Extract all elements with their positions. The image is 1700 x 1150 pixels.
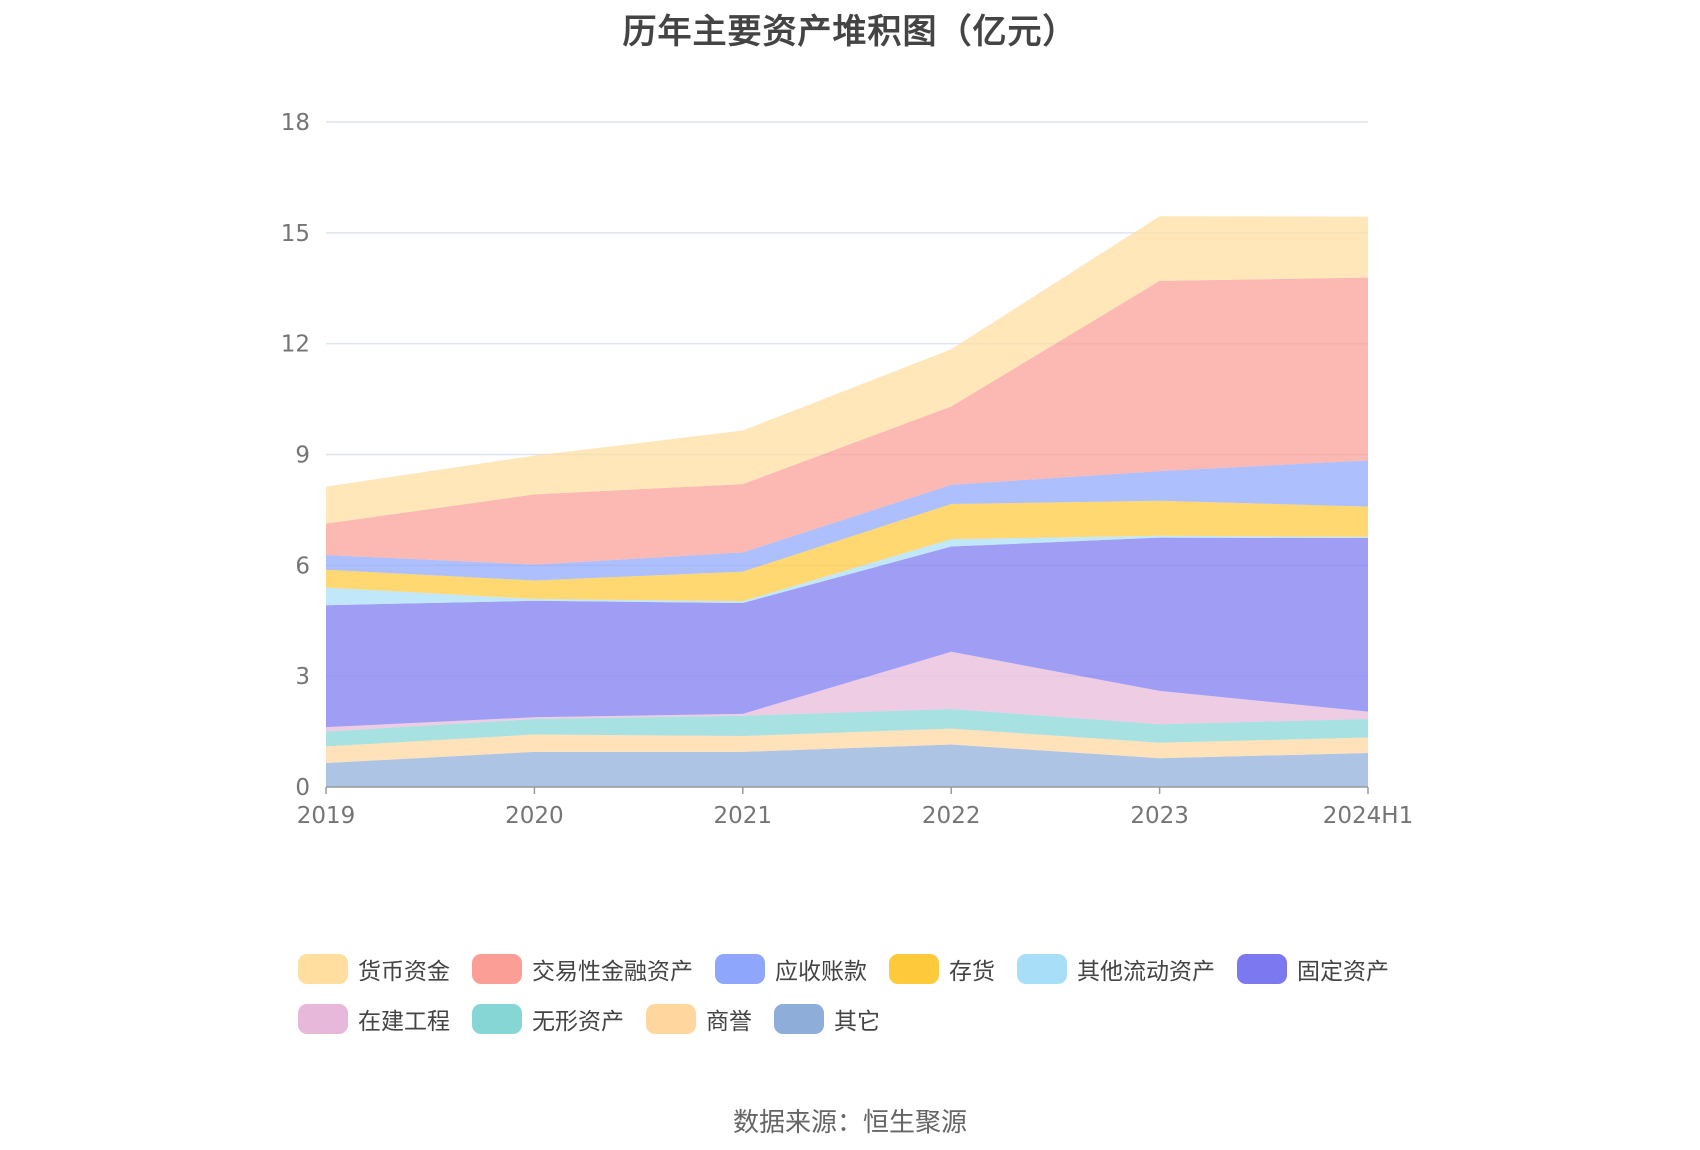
x-tick-label: 2019 — [297, 803, 356, 829]
y-tick-label: 18 — [281, 110, 310, 136]
legend-swatch — [472, 954, 522, 984]
y-tick-label: 9 — [295, 443, 310, 469]
area-series — [326, 535, 1368, 606]
x-axis — [325, 786, 1369, 794]
legend: 货币资金 交易性金融资产 应收账款 存货 其他流动资产 固定资产在建工程 无形资产 商誉 其它 — [298, 944, 1438, 1044]
area-series — [326, 651, 1368, 732]
legend-item[interactable]: 货币资金 — [298, 952, 450, 986]
area-series — [326, 709, 1368, 747]
x-axis-tick-labels: 2019 2020 2021 2022 2023 2024H1 — [297, 803, 1414, 829]
area-series — [326, 537, 1368, 728]
x-tick-label: 2021 — [714, 803, 773, 829]
legend-label: 其他流动资产 — [1077, 959, 1215, 985]
legend-row: 货币资金 交易性金融资产 应收账款 存货 其他流动资产 固定资产 — [298, 944, 1438, 994]
legend-swatch — [472, 1004, 522, 1034]
legend-item[interactable]: 在建工程 — [298, 1002, 450, 1036]
y-axis-tick-labels: 0 3 6 9 12 15 18 — [281, 110, 310, 801]
chart-title: 历年主要资产堆积图（亿元） — [622, 12, 1078, 52]
legend-item[interactable]: 交易性金融资产 — [472, 952, 693, 986]
data-source-note: 数据来源：恒生聚源 — [732, 1108, 967, 1138]
legend-item[interactable]: 其它 — [774, 1002, 880, 1036]
area-series — [326, 460, 1368, 581]
legend-item[interactable]: 商誉 — [646, 1002, 752, 1036]
y-tick-label: 0 — [295, 775, 310, 801]
x-tick-label: 2023 — [1130, 803, 1189, 829]
area-series — [326, 500, 1368, 602]
legend-row: 在建工程 无形资产 商誉 其它 — [298, 994, 1438, 1044]
area-series — [326, 216, 1368, 524]
legend-label: 在建工程 — [358, 1009, 450, 1035]
legend-swatch — [889, 954, 939, 984]
legend-item[interactable]: 固定资产 — [1237, 952, 1389, 986]
legend-label: 商誉 — [706, 1009, 752, 1035]
legend-swatch — [298, 1004, 348, 1034]
legend-item[interactable]: 其他流动资产 — [1017, 952, 1215, 986]
legend-swatch — [646, 1004, 696, 1034]
legend-label: 固定资产 — [1297, 959, 1389, 985]
legend-label: 应收账款 — [775, 959, 867, 985]
x-tick-label: 2024H1 — [1323, 803, 1413, 829]
legend-label: 无形资产 — [532, 1009, 624, 1035]
legend-label: 其它 — [834, 1009, 880, 1035]
legend-label: 存货 — [949, 959, 995, 985]
legend-swatch — [1237, 954, 1287, 984]
x-tick-label: 2022 — [922, 803, 981, 829]
y-tick-label: 3 — [295, 664, 310, 690]
area-series — [326, 277, 1368, 565]
legend-item[interactable]: 存货 — [889, 952, 995, 986]
y-tick-label: 12 — [281, 332, 310, 358]
legend-item[interactable]: 无形资产 — [472, 1002, 624, 1036]
legend-swatch — [298, 954, 348, 984]
legend-label: 交易性金融资产 — [532, 959, 693, 985]
area-series — [326, 744, 1368, 787]
y-tick-label: 15 — [281, 221, 310, 247]
x-tick-label: 2020 — [505, 803, 564, 829]
legend-swatch — [715, 954, 765, 984]
area-series-layer — [326, 216, 1368, 787]
legend-label: 货币资金 — [358, 959, 450, 985]
legend-swatch — [774, 1004, 824, 1034]
legend-item[interactable]: 应收账款 — [715, 952, 867, 986]
legend-swatch — [1017, 954, 1067, 984]
y-tick-label: 6 — [295, 553, 310, 579]
area-series — [326, 728, 1368, 763]
